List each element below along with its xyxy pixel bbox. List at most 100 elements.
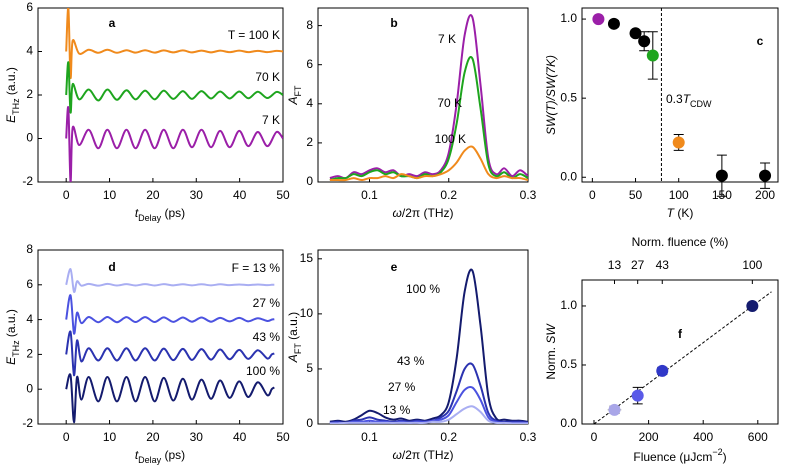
x-axis-label-part: t [135, 206, 139, 220]
x-tick-label: 10 [103, 188, 117, 202]
x-axis-label-part: (ps) [161, 448, 185, 462]
y-tick-label: 10 [300, 306, 314, 320]
series-label: 43 % [253, 330, 281, 344]
x-axis-label-part: ) [723, 450, 727, 464]
panel-label: d [108, 260, 115, 274]
x-axis-label: T (K) [667, 206, 694, 220]
y-axis-label: ETHz (a.u.) [4, 67, 21, 123]
series-line [329, 55, 528, 182]
x-axis-label-part: /2π (THz) [402, 206, 454, 220]
y-tick-label: 2 [306, 135, 313, 149]
x-tick-label: 200 [755, 188, 775, 202]
panel-label: b [390, 16, 397, 30]
series-line [65, 268, 275, 293]
x-axis-label-part: Delay [138, 213, 162, 223]
x-tick-label: 50 [276, 188, 290, 202]
y-tick-label: 15 [300, 251, 314, 265]
y-tick-label: 1.0 [560, 11, 577, 25]
x2-axis-label: Norm. fluence (%) [632, 235, 729, 249]
plot-frame [581, 279, 779, 425]
series-line [65, 106, 283, 182]
x-axis-label-part: Fluence (μJcm [633, 450, 712, 464]
x-axis-label: tDelay (ps) [135, 206, 185, 223]
x-axis-label-part: (ps) [161, 206, 185, 220]
series-line [65, 373, 275, 424]
series-label: 7 K [438, 32, 456, 46]
point [592, 13, 605, 26]
x-tick-label: 0 [63, 188, 70, 202]
y-axis-label-part: THz [11, 340, 21, 357]
panel-label: c [757, 34, 764, 48]
point [638, 35, 651, 48]
series-label: 100 K [435, 132, 466, 146]
x-axis-label-part: T [667, 206, 676, 220]
x-tick-label: 0 [63, 430, 70, 444]
series-label: 43 % [397, 354, 425, 368]
x2-tick-label: 100 [742, 258, 762, 272]
point [746, 299, 759, 312]
x-axis-label-part: −2 [712, 447, 722, 457]
y-axis-label-part: Norm. [544, 344, 558, 380]
reference-label: 0.3TCDW [666, 92, 712, 109]
x-axis-label: ω/2π (THz) [393, 206, 454, 220]
x-axis-label-part: ω [393, 448, 402, 462]
x-tick-label: 200 [639, 430, 659, 444]
x-tick-label: 10 [103, 430, 117, 444]
x-tick-label: 0 [589, 188, 596, 202]
x-tick-label: 20 [146, 430, 160, 444]
y-tick-label: 0.5 [560, 357, 577, 371]
reference-label-part: T [683, 92, 692, 106]
x-tick-label: 0.3 [520, 430, 537, 444]
x-tick-label: 30 [190, 430, 204, 444]
point [607, 17, 620, 30]
point [672, 136, 685, 149]
x-tick-label: 600 [748, 430, 768, 444]
point [759, 169, 772, 182]
y-tick-label: 2 [26, 87, 33, 101]
x-tick-label: 0.2 [440, 188, 457, 202]
y-axis-label-part: (a.u.) [4, 309, 18, 340]
y-tick-label: -2 [22, 174, 33, 188]
reference-label-part: 0.3 [666, 92, 683, 106]
y-tick-label: 0 [26, 131, 33, 145]
y-tick-label: 8 [26, 242, 33, 256]
y-tick-label: 8 [306, 18, 313, 32]
x-axis-label: ω/2π (THz) [393, 448, 454, 462]
y-tick-label: 0 [306, 174, 313, 188]
x-tick-label: 100 [669, 188, 689, 202]
series-line [65, 294, 275, 335]
y-tick-label: 0.0 [560, 169, 577, 183]
y-tick-label: 0.5 [560, 90, 577, 104]
y-axis-label-part: E [4, 114, 18, 123]
x-tick-label: 0.1 [361, 188, 378, 202]
series-label: 70 K [255, 70, 280, 84]
x-tick-label: 0.1 [361, 430, 378, 444]
y-tick-label: 0 [26, 381, 33, 395]
x-axis-label: Fluence (μJcm−2) [633, 447, 726, 464]
x-tick-label: 50 [276, 430, 290, 444]
series-line [65, 330, 275, 377]
y-axis-label: AFT (a.u.) [286, 312, 303, 363]
series-line [329, 268, 528, 423]
series-line [329, 405, 528, 424]
y-axis-label-part: A [286, 354, 300, 363]
y-tick-label: 2 [26, 347, 33, 361]
y-axis-label-part: (a.u.) [4, 67, 18, 98]
reference-label-part: CDW [690, 99, 712, 109]
series-label: 100 % [246, 364, 280, 378]
y-tick-label: -2 [22, 416, 33, 430]
series-label: T = 100 K [228, 28, 280, 42]
series-label: 70 K [437, 96, 462, 110]
series-line [65, 8, 283, 79]
x-tick-label: 30 [190, 188, 204, 202]
series-line [329, 145, 528, 182]
series-label: 27 % [388, 380, 416, 394]
panel-label: f [678, 327, 683, 341]
x2-tick-label: 13 [608, 258, 622, 272]
plot-frame [37, 249, 284, 425]
x-axis-label-part: ω [393, 206, 402, 220]
y-axis-label-part: FT [293, 85, 303, 96]
y-axis-label-part: SW [544, 323, 558, 344]
y-tick-label: 4 [306, 96, 313, 110]
